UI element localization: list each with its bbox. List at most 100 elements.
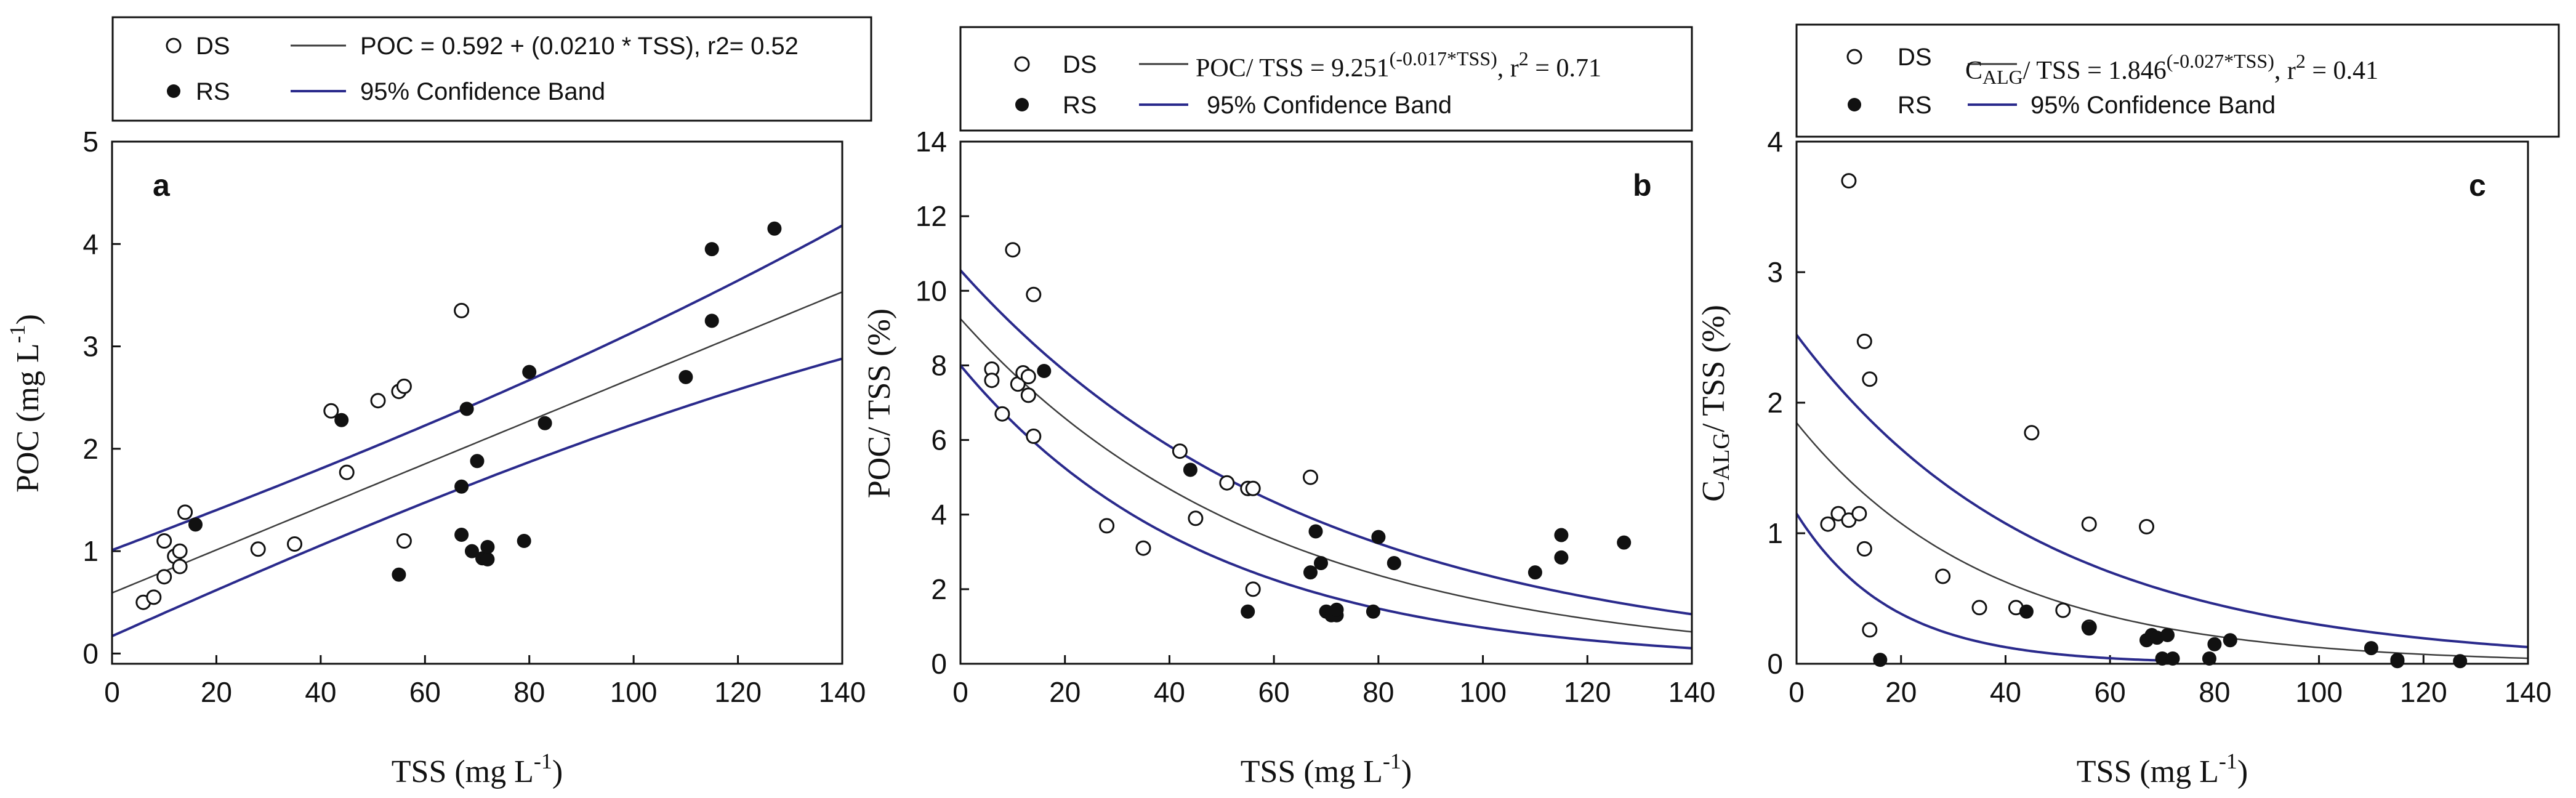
ds-point (250, 541, 266, 557)
legend-ds-label: DS (1063, 51, 1097, 78)
panel-b: DS RS POC/ TSS = 9.251(-0.017*TSS), r2 =… (862, 26, 1716, 789)
ds-point (2024, 425, 2040, 441)
ds-point (1971, 600, 1987, 616)
rs-point (480, 539, 495, 554)
ds-point (1219, 475, 1235, 491)
ticks-a: 0 20 40 60 80 100 120 140 0 1 2 3 4 5 (83, 126, 866, 708)
ds-point (2055, 602, 2071, 618)
confidence-band-upper (1795, 334, 2529, 648)
legend-rs-marker (167, 84, 180, 98)
rs-point (2019, 604, 2034, 619)
x-tick-label: 40 (1154, 676, 1185, 708)
x-tick-label: 140 (1668, 676, 1716, 708)
rs-point (767, 221, 782, 236)
rs-point (188, 517, 203, 532)
fit-line (960, 318, 1693, 633)
ds-point (1005, 242, 1021, 258)
x-tick-label: 80 (513, 676, 545, 708)
rs-point (2390, 654, 2405, 669)
rs-point (2364, 641, 2378, 656)
ticks-b: 0 20 40 60 80 100 120 140 0 2 4 6 8 10 12 14 (916, 126, 1716, 708)
legend-rs-label: RS (196, 78, 230, 105)
rs-point (392, 567, 406, 582)
panel-c: DS RS CALG/ TSS = 1.846(-0.027*TSS), r2 … (1696, 23, 2560, 789)
legend-box-c (1795, 23, 2560, 138)
rs-point (678, 369, 693, 384)
rs-point (1314, 556, 1328, 570)
ds-point (1020, 387, 1036, 403)
ds-point (1862, 371, 1878, 387)
ds-point (339, 464, 355, 480)
legend-ds-label: DS (196, 33, 230, 60)
x-tick-label: 40 (1990, 676, 2021, 708)
y-tick-label: 4 (1767, 126, 1783, 158)
ds-point (1862, 622, 1878, 638)
legend-band-label: 95% Confidence Band (360, 78, 605, 105)
rs-point (1617, 535, 1632, 550)
rs-point (704, 313, 719, 328)
rs-point (1371, 530, 1386, 544)
ds-point (146, 589, 162, 605)
y-tick-label: 10 (916, 275, 947, 307)
y-tick-label: 1 (83, 535, 99, 567)
ds-point (2139, 518, 2154, 534)
panel-label-c: c (2469, 168, 2486, 203)
legend-ds-marker (166, 38, 182, 54)
x-tick-label: 60 (409, 676, 441, 708)
y-tick-label: 14 (916, 126, 947, 158)
plot-frame-a (111, 140, 843, 665)
y-axis-label-c: CALG/ TSS (%) (1696, 305, 1734, 502)
ds-point (1026, 286, 1042, 302)
panel-label-b: b (1633, 168, 1652, 203)
y-axis-label-b: POC/ TSS (%) (862, 308, 897, 498)
panel-label-a: a (153, 168, 171, 203)
rs-point (2453, 654, 2468, 669)
y-tick-label: 3 (1767, 256, 1783, 288)
legend-rs-label: RS (1063, 92, 1097, 119)
y-tick-label: 2 (83, 433, 99, 465)
ds-point (1303, 469, 1318, 485)
panel-a: DS RS POC = 0.592 + (0.0210 * TSS), r2= … (5, 16, 872, 789)
fit-curve-c (1796, 422, 2529, 659)
ds-point (984, 373, 1000, 389)
x-tick-label: 140 (2505, 676, 2552, 708)
fit-curve-b (960, 318, 1693, 633)
x-tick-label: 100 (610, 676, 658, 708)
rs-point (1303, 565, 1318, 580)
rs-point (2207, 637, 2222, 651)
x-tick-label: 0 (104, 676, 120, 708)
x-tick-label: 20 (1885, 676, 1917, 708)
legend-ds-label: DS (1898, 44, 1932, 71)
rs-point (1183, 462, 1197, 477)
rs-point (1527, 565, 1542, 580)
confidence-band-c (1795, 334, 2529, 663)
plot-frame-c (1795, 140, 2529, 665)
y-tick-label: 2 (1767, 387, 1783, 419)
ds-point (156, 533, 172, 549)
rs-point (2160, 627, 2175, 642)
rs-point (1241, 604, 1255, 619)
x-tick-label: 100 (1459, 676, 1507, 708)
ds-point (177, 504, 193, 520)
ds-point (1135, 540, 1151, 556)
y-tick-label: 5 (83, 126, 99, 158)
ds-point (396, 378, 412, 394)
legend-fit-label: CALG/ TSS = 1.846(-0.027*TSS), r2 = 0.41 (1965, 50, 2378, 88)
rs-point (2223, 633, 2237, 648)
rs-point (480, 552, 495, 566)
y-tick-label: 12 (916, 200, 947, 232)
ds-point (1188, 510, 1204, 526)
y-axis-label-a: POC (mg L-1) (5, 314, 46, 493)
confidence-band-upper (111, 224, 843, 552)
confidence-band-b (959, 269, 1693, 650)
x-tick-label: 0 (952, 676, 968, 708)
x-tick-label: 120 (2400, 676, 2447, 708)
rs-point (334, 413, 349, 427)
legend-rs-marker (1015, 98, 1029, 111)
confidence-band-upper (959, 269, 1693, 616)
ds-point (156, 569, 172, 585)
rs-point (465, 544, 479, 558)
rs-point (2082, 621, 2096, 636)
fit-curve-a (111, 291, 843, 594)
